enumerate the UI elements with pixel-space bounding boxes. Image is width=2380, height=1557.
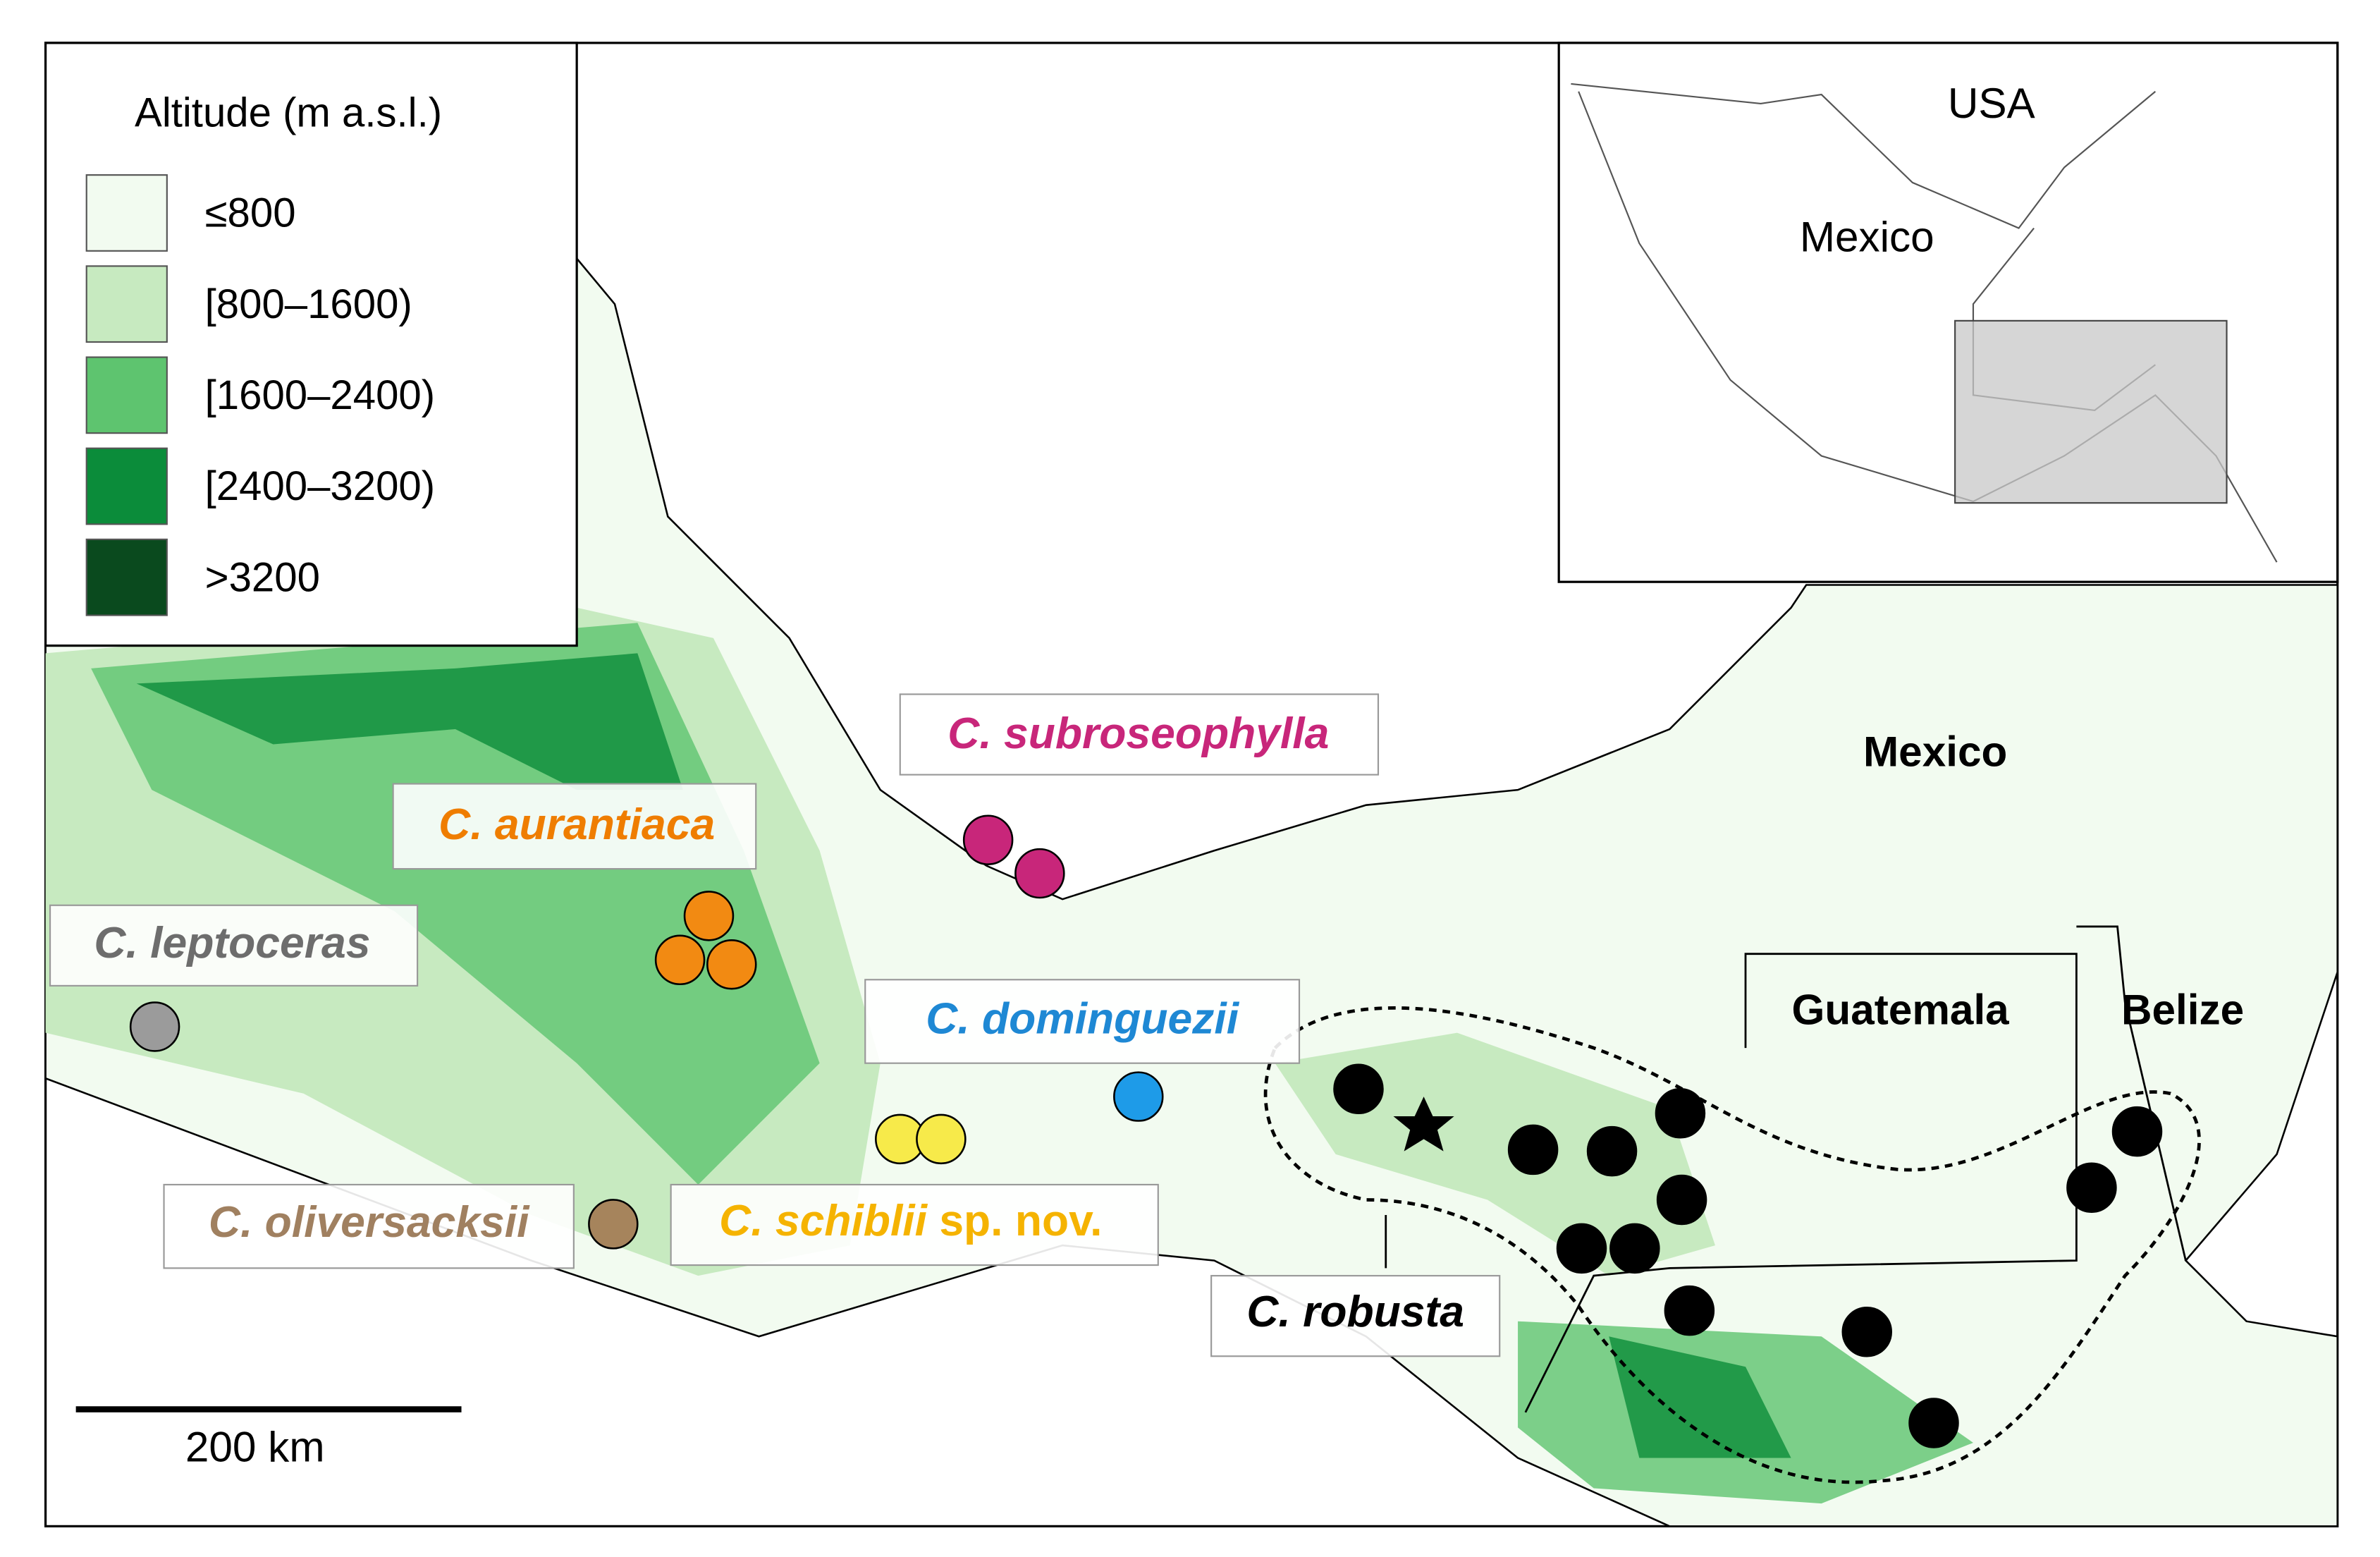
species-label-box [1210,1275,1501,1357]
robusta-range [1263,1006,2201,1484]
species-label-box [49,904,419,987]
record-site [1333,1063,1384,1115]
record-site [129,1001,180,1052]
record-site [1014,848,1065,899]
species-name: C. oliversacksii [209,1198,530,1247]
species-label: C. dominguezii [926,994,1240,1044]
record-site [588,1199,639,1250]
record-site [1841,1307,1893,1357]
species-label: C. leptoceras [94,918,370,967]
species-name: C. leptoceras [94,918,370,967]
species-name: C. dominguezii [926,994,1240,1044]
record-site [706,939,757,990]
record-site [1908,1398,1959,1448]
record-site [2066,1162,2117,1213]
legend-label: >3200 [205,554,320,600]
legend-swatch [85,447,168,525]
legend-swatch [85,265,168,343]
species-name: C. aurantiaca [438,800,715,849]
highland [1609,1336,1791,1458]
scale-label: 200 km [185,1423,325,1471]
species-label-box [670,1183,1159,1266]
record-site [1507,1124,1559,1176]
highland [1275,1032,1715,1276]
country-label: Belize [2121,986,2244,1034]
species-suffix: sp. nov. [939,1196,1102,1245]
species-label-box [163,1183,575,1269]
highland [136,653,683,790]
record-site [1556,1223,1607,1274]
species-label: C. oliversacksii [209,1198,530,1247]
legend-label: [2400–3200) [205,463,435,509]
species-name: C. robusta [1246,1288,1464,1337]
record-site [1655,1088,1706,1139]
record-site [1656,1174,1707,1226]
species-label-box [864,979,1301,1064]
species-name: C. schiblii [719,1196,928,1245]
record-site [654,934,706,986]
record-site [1113,1071,1164,1122]
legend-label: [1600–2400) [205,372,435,418]
record-site [916,1113,967,1165]
record-site [962,814,1014,865]
species-label-box [899,693,1380,776]
legend-label: ≤800 [205,190,296,236]
legend-label: [800–1600) [205,281,412,327]
inset-label: USA [1948,79,2036,127]
species-name: C. subroseophylla [947,709,1329,758]
legend-swatch [85,356,168,434]
inset [1557,42,2339,583]
inset-label: Mexico [1800,213,1934,261]
legend-title: Altitude (m a.s.l.) [135,90,442,136]
species-label: C. subroseophylla [947,709,1329,758]
record-site [683,891,735,941]
species-label: C. aurantiaca [438,800,715,849]
species-label: C. robusta [1246,1288,1464,1337]
species-label: C. schiblii sp. nov. [719,1196,1102,1245]
record-site [1664,1285,1715,1336]
species-label-box [392,783,757,870]
record-site [1609,1223,1660,1274]
record-site [2111,1106,2163,1157]
inset-extent [1954,319,2228,504]
country-label: Mexico [1863,728,2007,776]
legend-swatch [85,174,168,252]
country-label: Guatemala [1792,986,2010,1034]
type-locality [1393,1097,1454,1152]
legend-swatch [85,538,168,616]
record-site [1586,1125,1638,1177]
